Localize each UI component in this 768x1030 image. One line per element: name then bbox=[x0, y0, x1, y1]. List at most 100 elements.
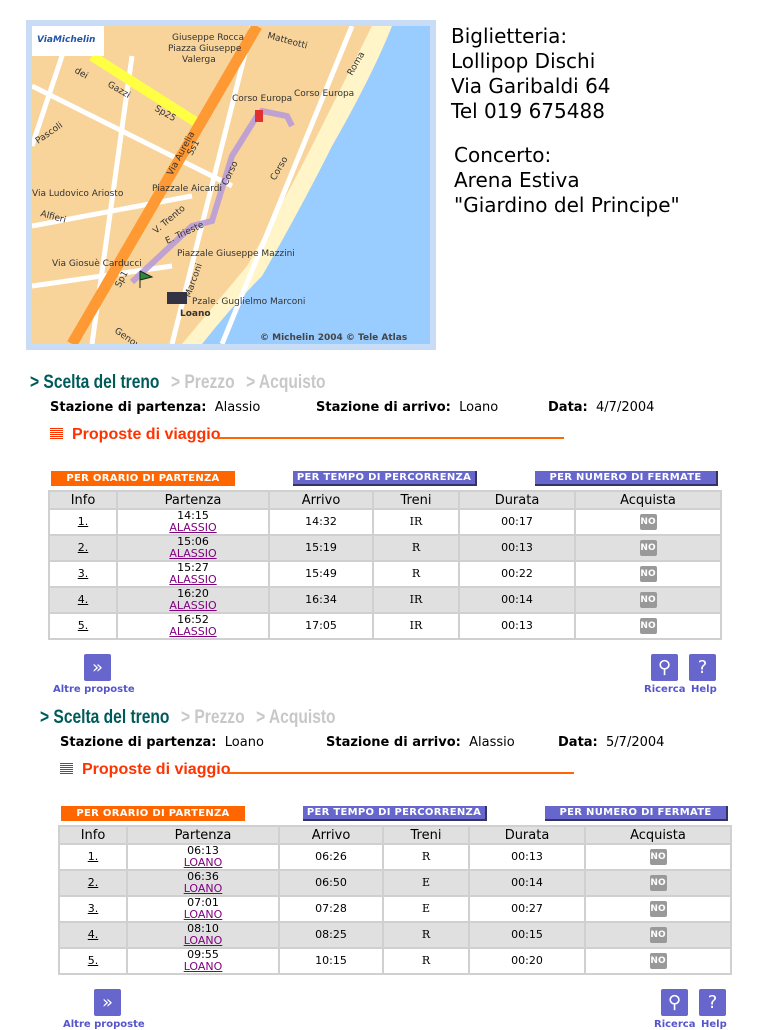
departure-time: 07:01 bbox=[187, 896, 219, 909]
info-link[interactable]: 1. bbox=[87, 850, 99, 863]
station-link[interactable]: ALASSIO bbox=[169, 573, 217, 586]
departure-time: 09:55 bbox=[187, 948, 219, 961]
station-link[interactable]: LOANO bbox=[183, 882, 223, 895]
info-link[interactable]: 2. bbox=[77, 541, 89, 554]
sort-by-stops-button[interactable]: PER NUMERO DI FERMATE bbox=[535, 471, 718, 486]
train-type-icon: R bbox=[384, 949, 468, 973]
arrival-time: 07:28 bbox=[280, 897, 382, 921]
map-label: Via Ludovico Ariosto bbox=[32, 189, 124, 199]
results-table: Info Partenza Arrivo Treni Durata Acquista 1.… bbox=[48, 490, 722, 640]
duration: 00:27 bbox=[470, 897, 584, 921]
departure-time: 15:06 bbox=[177, 535, 209, 548]
column-header: Acquista bbox=[586, 827, 730, 843]
station-link[interactable]: LOANO bbox=[183, 908, 223, 921]
map-label: Corso Europa bbox=[294, 89, 354, 99]
info-link[interactable]: 3. bbox=[77, 567, 89, 580]
duration: 00:22 bbox=[460, 562, 574, 586]
map-label: Loano bbox=[180, 309, 211, 319]
help-button[interactable]: ? bbox=[699, 989, 726, 1016]
step-current: > Scelta del treno bbox=[40, 707, 170, 728]
train-type-icon: R bbox=[374, 562, 458, 586]
more-proposals-button[interactable]: » bbox=[84, 654, 111, 681]
info-link[interactable]: 1. bbox=[77, 515, 89, 528]
departure-station: Stazione di partenza: Loano bbox=[60, 735, 264, 750]
station-link[interactable]: LOANO bbox=[183, 934, 223, 947]
value: 5/7/2004 bbox=[606, 735, 665, 750]
value: Alassio bbox=[469, 735, 515, 750]
divider bbox=[228, 772, 574, 774]
info-line: Via Garibaldi 64 bbox=[451, 74, 611, 98]
train-type-icon: IR bbox=[374, 614, 458, 638]
step-price: > Prezzo bbox=[170, 372, 235, 393]
travel-date: Data: 4/7/2004 bbox=[548, 400, 654, 415]
departure-time: 06:13 bbox=[187, 844, 219, 857]
station-link[interactable]: ALASSIO bbox=[169, 625, 217, 638]
sort-by-duration-button[interactable]: PER TEMPO DI PERCORRENZA bbox=[303, 806, 487, 821]
more-proposals-link[interactable]: Altre proposte bbox=[53, 684, 135, 695]
search-button[interactable]: ⚲ bbox=[651, 654, 678, 681]
buy-unavailable-badge: NO bbox=[639, 592, 657, 608]
buy-unavailable-badge: NO bbox=[649, 927, 667, 943]
more-proposals-link[interactable]: Altre proposte bbox=[63, 1019, 145, 1030]
table-row: 4. 16:20 ALASSIO 16:34 IR 00:14 NO bbox=[50, 588, 720, 612]
duration: 00:20 bbox=[470, 949, 584, 973]
train-type-icon: R bbox=[384, 923, 468, 947]
arrival-time: 16:34 bbox=[270, 588, 372, 612]
more-proposals-button[interactable]: » bbox=[94, 989, 121, 1016]
info-line: "Giardino del Principe" bbox=[454, 193, 680, 217]
station-link[interactable]: LOANO bbox=[183, 960, 223, 973]
info-link[interactable]: 2. bbox=[87, 876, 99, 889]
table-row: 2. 06:36 LOANO 06:50 E 00:14 NO bbox=[60, 871, 730, 895]
route-map[interactable]: Giuseppe Rocca Piazza Giuseppe Valerga M… bbox=[26, 20, 436, 350]
arrival-time: 14:32 bbox=[270, 510, 372, 534]
concert-info: Concerto: Arena Estiva "Giardino del Pri… bbox=[454, 143, 680, 218]
map-label: Valerga bbox=[182, 55, 216, 65]
arrival-station: Stazione di arrivo: Alassio bbox=[326, 735, 515, 750]
column-header: Acquista bbox=[576, 492, 720, 508]
column-header: Partenza bbox=[118, 492, 268, 508]
arrival-time: 06:26 bbox=[280, 845, 382, 869]
heading-text: Proposte di viaggio bbox=[72, 426, 221, 443]
buy-unavailable-badge: NO bbox=[649, 849, 667, 865]
step-price: > Prezzo bbox=[180, 707, 245, 728]
column-header: Arrivo bbox=[280, 827, 382, 843]
question-icon: ? bbox=[707, 992, 718, 1013]
viamichelin-logo: ViaMichelin bbox=[37, 35, 95, 45]
search-button[interactable]: ⚲ bbox=[661, 989, 688, 1016]
buy-unavailable-badge: NO bbox=[639, 540, 657, 556]
help-link[interactable]: Help bbox=[701, 1019, 727, 1030]
arrival-station: Stazione di arrivo: Loano bbox=[316, 400, 498, 415]
station-link[interactable]: ALASSIO bbox=[169, 521, 217, 534]
sort-by-departure-button[interactable]: PER ORARIO DI PARTENZA bbox=[61, 806, 245, 821]
search-link[interactable]: Ricerca bbox=[644, 684, 686, 695]
magnifier-icon: ⚲ bbox=[667, 992, 682, 1013]
column-header: Partenza bbox=[128, 827, 278, 843]
column-header: Treni bbox=[374, 492, 458, 508]
info-link[interactable]: 5. bbox=[87, 954, 99, 967]
info-line: Lollipop Dischi bbox=[451, 49, 596, 73]
train-type-icon: R bbox=[384, 845, 468, 869]
sort-by-stops-button[interactable]: PER NUMERO DI FERMATE bbox=[545, 806, 728, 821]
label: Stazione di arrivo: bbox=[326, 735, 461, 750]
train-type-icon: R bbox=[374, 536, 458, 560]
buy-unavailable-badge: NO bbox=[639, 618, 657, 634]
info-link[interactable]: 3. bbox=[87, 902, 99, 915]
step-buy: > Acquisto bbox=[256, 707, 336, 728]
sort-by-departure-button[interactable]: PER ORARIO DI PARTENZA bbox=[51, 471, 235, 486]
station-link[interactable]: ALASSIO bbox=[169, 547, 217, 560]
heading-text: Proposte di viaggio bbox=[82, 761, 231, 778]
station-link[interactable]: LOANO bbox=[183, 856, 223, 869]
departure-station: Stazione di partenza: Alassio bbox=[50, 400, 260, 415]
info-link[interactable]: 5. bbox=[77, 619, 89, 632]
double-chevron-right-icon: » bbox=[101, 992, 113, 1013]
table-header: Info Partenza Arrivo Treni Durata Acquista bbox=[60, 827, 730, 843]
help-button[interactable]: ? bbox=[689, 654, 716, 681]
station-link[interactable]: ALASSIO bbox=[169, 599, 217, 612]
train-type-icon: IR bbox=[374, 588, 458, 612]
info-link[interactable]: 4. bbox=[87, 928, 99, 941]
column-header: Info bbox=[50, 492, 116, 508]
sort-by-duration-button[interactable]: PER TEMPO DI PERCORRENZA bbox=[293, 471, 477, 486]
help-link[interactable]: Help bbox=[691, 684, 717, 695]
info-link[interactable]: 4. bbox=[77, 593, 89, 606]
search-link[interactable]: Ricerca bbox=[654, 1019, 696, 1030]
